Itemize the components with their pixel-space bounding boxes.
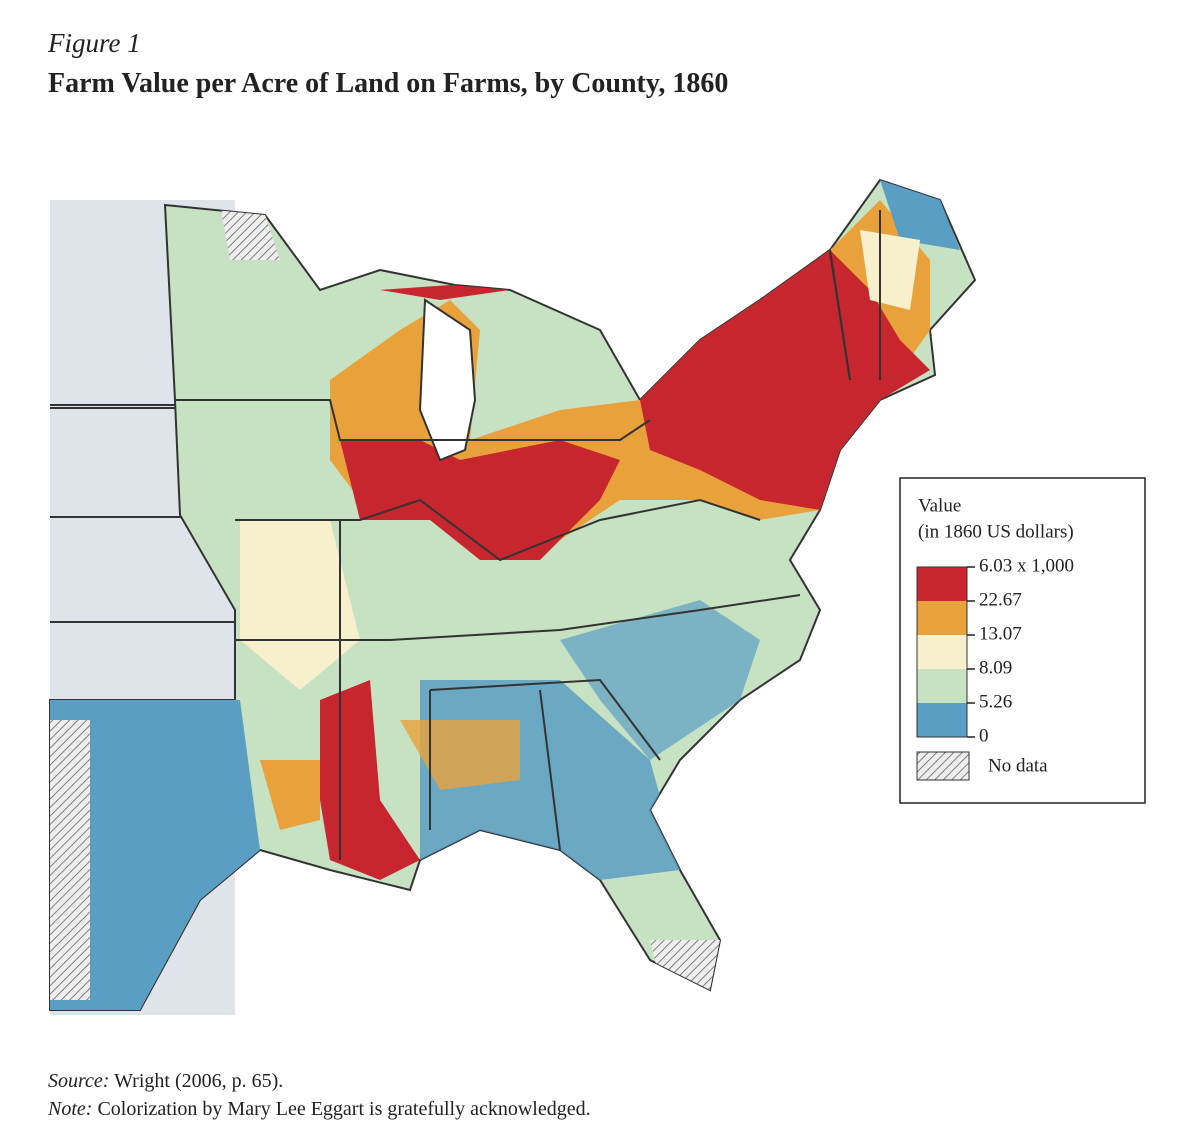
legend-title: Value (918, 495, 961, 516)
region (380, 285, 510, 300)
legend-tick-label: 5.26 (979, 691, 1012, 712)
legend-swatch (917, 703, 967, 737)
no-data-area (220, 205, 280, 260)
legend-tick-label: 6.03 x 1,000 (979, 555, 1074, 576)
note-prefix: Note: (47, 1098, 92, 1120)
legend-swatch (917, 601, 967, 635)
legend-subtitle: (in 1860 US dollars) (918, 521, 1074, 542)
source-prefix: Source: (48, 1070, 109, 1092)
legend: Value (in 1860 US dollars) No data 6.03 … (899, 477, 1146, 804)
region (240, 520, 360, 690)
state-border (539, 689, 561, 851)
legend-swatch-frame (916, 566, 968, 738)
figure-label: Figure 1 (47, 28, 141, 58)
region (880, 180, 960, 250)
legend-tick-label: 13.07 (979, 623, 1022, 644)
source: Source: Wright (2006, p. 65). (48, 1070, 283, 1092)
state-border (829, 251, 851, 381)
figure-title: Farm Value per Acre of Land on Farms, by… (48, 68, 728, 99)
region (860, 230, 920, 310)
legend-swatch (917, 567, 967, 601)
map (49, 178, 977, 1015)
region (50, 700, 260, 1010)
legend-tick-label: 22.67 (979, 589, 1022, 610)
state-border (235, 498, 761, 562)
no-data-label: No data (988, 755, 1048, 776)
note-text: Colorization by Mary Lee Eggart is grate… (97, 1098, 590, 1120)
legend-swatch (917, 635, 967, 669)
no-data-swatch (916, 751, 970, 781)
lake (418, 298, 477, 462)
no-data-area (650, 940, 720, 990)
region (340, 440, 620, 560)
no-data-area (50, 720, 90, 1000)
region (560, 600, 760, 760)
legend-tick-label: 0 (979, 725, 989, 746)
source-text: Wright (2006, p. 65). (114, 1070, 283, 1092)
region (320, 680, 420, 880)
region (640, 250, 930, 510)
state-border (429, 678, 661, 761)
regions (50, 180, 960, 1010)
region (260, 760, 320, 830)
legend-swatch (917, 669, 967, 703)
state-border (175, 399, 651, 441)
legend-tick-label: 8.09 (979, 657, 1012, 678)
state-border (235, 594, 801, 641)
footnotes: Source: Wright (2006, p. 65). Note: Colo… (47, 1070, 591, 1120)
note: Note: Colorization by Mary Lee Eggart is… (47, 1098, 591, 1120)
